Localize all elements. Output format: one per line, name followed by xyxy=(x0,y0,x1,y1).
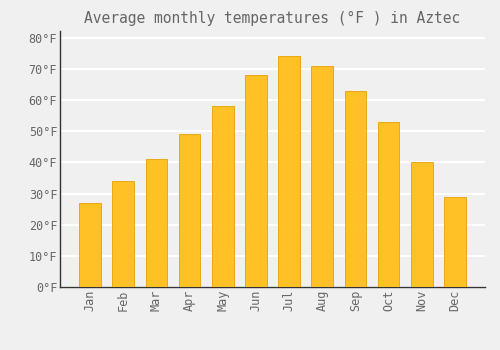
Bar xyxy=(444,197,466,287)
Bar xyxy=(112,181,134,287)
Title: Average monthly temperatures (°F ) in Aztec: Average monthly temperatures (°F ) in Az… xyxy=(84,11,460,26)
Bar xyxy=(278,56,300,287)
Bar xyxy=(146,159,167,287)
Bar xyxy=(344,91,366,287)
Bar xyxy=(212,106,234,287)
Bar xyxy=(179,134,201,287)
Bar xyxy=(245,75,266,287)
Bar xyxy=(80,203,101,287)
Bar xyxy=(378,122,400,287)
Bar xyxy=(411,162,432,287)
Bar xyxy=(312,66,333,287)
